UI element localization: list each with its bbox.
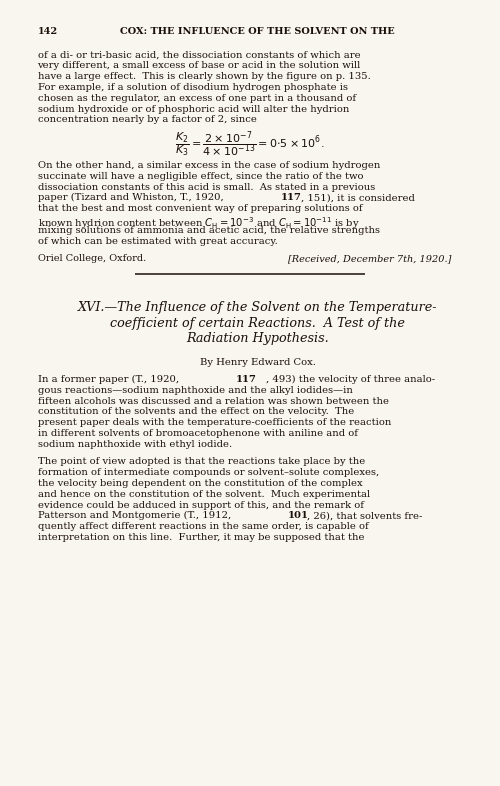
Text: very different, a small excess of base or acid in the solution will: very different, a small excess of base o… <box>38 61 361 70</box>
Text: 117: 117 <box>236 375 256 384</box>
Text: present paper deals with the temperature-coefficients of the reaction: present paper deals with the temperature… <box>38 418 391 428</box>
Text: that the best and most convenient way of preparing solutions of: that the best and most convenient way of… <box>38 204 362 213</box>
Text: evidence could be adduced in support of this, and the remark of: evidence could be adduced in support of … <box>38 501 364 509</box>
Text: formation of intermediate compounds or solvent–solute complexes,: formation of intermediate compounds or s… <box>38 468 379 477</box>
Text: in different solvents of bromoacetophenone with aniline and of: in different solvents of bromoacetopheno… <box>38 429 358 438</box>
Text: gous reactions—sodium naphthoxide and the alkyl iodides—in: gous reactions—sodium naphthoxide and th… <box>38 386 352 395</box>
Text: fifteen alcohols was discussed and a relation was shown between the: fifteen alcohols was discussed and a rel… <box>38 397 389 406</box>
Text: known hydrion content between $C_{\rm H}=10^{-3}$ and $C_{\rm H}=10^{-11}$ is by: known hydrion content between $C_{\rm H}… <box>38 215 359 231</box>
Text: , 26), that solvents fre-: , 26), that solvents fre- <box>306 512 422 520</box>
Text: Patterson and Montgomerie (T., 1912,: Patterson and Montgomerie (T., 1912, <box>38 512 234 520</box>
Text: mixing solutions of ammonia and acetic acid, the relative strengths: mixing solutions of ammonia and acetic a… <box>38 226 380 235</box>
Text: have a large effect.  This is clearly shown by the figure on p. 135.: have a large effect. This is clearly sho… <box>38 72 370 81</box>
Text: chosen as the regulator, an excess of one part in a thousand of: chosen as the regulator, an excess of on… <box>38 94 356 103</box>
Text: By Henry Edward Cox.: By Henry Edward Cox. <box>200 358 316 366</box>
Text: of which can be estimated with great accuracy.: of which can be estimated with great acc… <box>38 237 277 246</box>
Text: of a di- or tri-basic acid, the dissociation constants of which are: of a di- or tri-basic acid, the dissocia… <box>38 50 360 59</box>
Text: In a former paper (T., 1920,: In a former paper (T., 1920, <box>38 375 182 384</box>
Text: succinate will have a negligible effect, since the ratio of the two: succinate will have a negligible effect,… <box>38 171 363 181</box>
Text: For example, if a solution of disodium hydrogen phosphate is: For example, if a solution of disodium h… <box>38 83 348 92</box>
Text: paper (Tizard and Whiston, T., 1920,: paper (Tizard and Whiston, T., 1920, <box>38 193 226 203</box>
Text: interpretation on this line.  Further, it may be supposed that the: interpretation on this line. Further, it… <box>38 533 364 542</box>
Text: XVI.—The Influence of the Solvent on the Temperature-: XVI.—The Influence of the Solvent on the… <box>78 301 437 314</box>
Text: coefficient of certain Reactions.  A Test of the: coefficient of certain Reactions. A Test… <box>110 317 405 330</box>
Text: 101: 101 <box>288 512 309 520</box>
Text: dissociation constants of this acid is small.  As stated in a previous: dissociation constants of this acid is s… <box>38 182 375 192</box>
Text: $\dfrac{K_2}{K_3} = \dfrac{2 \times 10^{-7}}{4 \times 10^{-13}} = 0{\cdot}5 \tim: $\dfrac{K_2}{K_3} = \dfrac{2 \times 10^{… <box>175 130 325 160</box>
Text: On the other hand, a similar excess in the case of sodium hydrogen: On the other hand, a similar excess in t… <box>38 161 380 170</box>
Text: The point of view adopted is that the reactions take place by the: The point of view adopted is that the re… <box>38 457 365 466</box>
Text: and hence on the constitution of the solvent.  Much experimental: and hence on the constitution of the sol… <box>38 490 370 498</box>
Text: 117: 117 <box>280 193 301 202</box>
Text: the velocity being dependent on the constitution of the complex: the velocity being dependent on the cons… <box>38 479 362 488</box>
Text: , 493) the velocity of three analo-: , 493) the velocity of three analo- <box>266 375 436 384</box>
Text: constitution of the solvents and the effect on the velocity.  The: constitution of the solvents and the eff… <box>38 407 354 417</box>
Text: quently affect different reactions in the same order, is capable of: quently affect different reactions in th… <box>38 522 368 531</box>
Text: sodium hydroxide or of phosphoric acid will alter the hydrion: sodium hydroxide or of phosphoric acid w… <box>38 105 349 113</box>
Text: Oriel College, Oxford.: Oriel College, Oxford. <box>38 254 146 263</box>
Text: concentration nearly by a factor of 2, since: concentration nearly by a factor of 2, s… <box>38 116 256 124</box>
Text: COX: THE INFLUENCE OF THE SOLVENT ON THE: COX: THE INFLUENCE OF THE SOLVENT ON THE <box>120 27 395 35</box>
Text: Radiation Hypothesis.: Radiation Hypothesis. <box>186 332 329 346</box>
Text: , 151), it is considered: , 151), it is considered <box>300 193 414 202</box>
Text: [Received, December 7th, 1920.]: [Received, December 7th, 1920.] <box>288 254 451 263</box>
Text: sodium naphthoxide with ethyl iodide.: sodium naphthoxide with ethyl iodide. <box>38 440 232 449</box>
Text: 142: 142 <box>38 27 58 35</box>
